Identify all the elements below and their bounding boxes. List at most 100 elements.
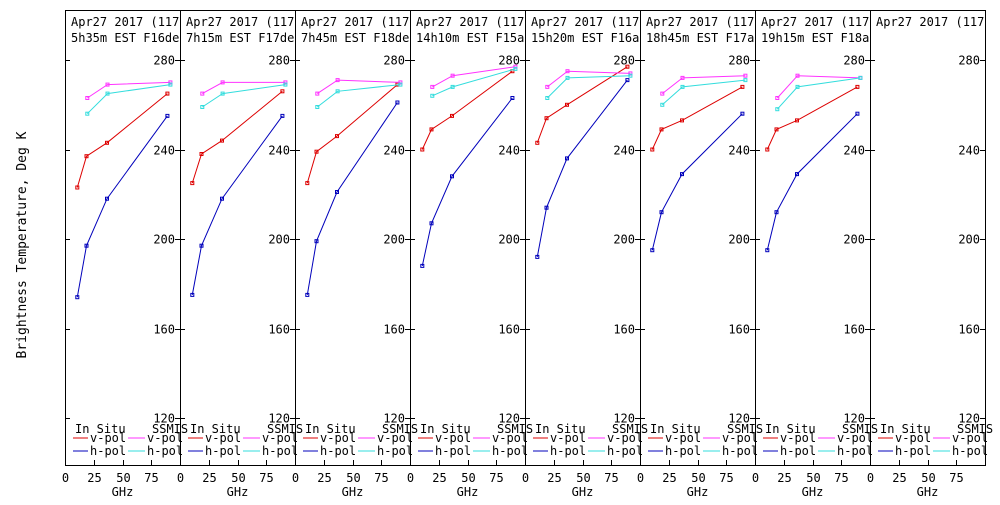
legend-in-situ: In Situ xyxy=(190,422,241,436)
data-point-ssmis_h xyxy=(168,82,173,87)
data-point-insitu_h xyxy=(659,210,664,215)
x-tick-label: 75 xyxy=(489,471,503,485)
series-line-insitu_h xyxy=(651,113,743,251)
series-line-insitu_h xyxy=(191,115,283,295)
panel-title-group: Apr27 2017 (117) 15h20m EST F16asc xyxy=(531,15,654,45)
y-tick-label: 160 xyxy=(498,323,520,337)
panel-title-group: Apr27 2017 (117) 18h45m EST F17asc xyxy=(646,15,769,45)
legend-in-situ: In Situ xyxy=(765,422,816,436)
data-point-insitu_h xyxy=(774,210,779,215)
y-tick-label: 120 xyxy=(613,412,635,426)
legend-in-situ: In Situ xyxy=(305,422,356,436)
data-point-insitu_h xyxy=(625,78,630,83)
series-line-insitu_v xyxy=(191,90,283,184)
panel-1: Apr27 2017 (117) 5h35m EST F16des 120 160 20… xyxy=(62,15,188,499)
data-point-insitu_v xyxy=(105,140,109,145)
x-tick-label: 50 xyxy=(461,471,475,485)
legend-label-vpol: v-pol xyxy=(90,431,126,445)
legend-label-hpol: h-pol xyxy=(320,444,356,458)
x-tick-label: 75 xyxy=(144,471,158,485)
panel-title-group: Apr27 2017 (117) 14h10m EST F15asc xyxy=(416,15,524,45)
data-point-ssmis_h xyxy=(743,78,748,83)
legend-label-hpol: h-pol xyxy=(607,444,643,458)
y-tick-label: 280 xyxy=(613,54,635,68)
panel-3: Apr27 2017 (117) 7h45m EST F18des 120 160 20… xyxy=(292,10,418,499)
data-point-insitu_v xyxy=(165,91,170,96)
x-tick-label: 0 xyxy=(637,471,644,485)
x-axis-label: GHz xyxy=(802,485,824,499)
legend-label-vpol: v-pol xyxy=(952,431,988,445)
series-line-ssmis_h xyxy=(432,68,516,97)
legend-ssmis: SSMIS xyxy=(497,422,533,436)
panel-title-time: 15h20m EST F16asc xyxy=(531,31,654,45)
data-point-ssmis_h xyxy=(565,75,570,80)
data-point-ssmis_v xyxy=(450,73,455,78)
x-tick-label: 25 xyxy=(202,471,216,485)
y-tick-label: 200 xyxy=(383,233,405,247)
x-tick-label: 0 xyxy=(522,471,529,485)
panel-title-time: 5h35m EST F16des xyxy=(71,31,187,45)
x-tick-label: 0 xyxy=(177,471,184,485)
data-point-ssmis_h xyxy=(795,84,800,89)
data-point-insitu_h xyxy=(314,239,319,244)
legend-label-vpol: v-pol xyxy=(147,431,183,445)
y-tick-label: 200 xyxy=(843,233,865,247)
data-point-insitu_h xyxy=(535,254,540,259)
y-tick-label: 160 xyxy=(958,323,980,337)
legend-label-hpol: h-pol xyxy=(837,444,873,458)
data-point-insitu_h xyxy=(280,113,285,118)
series-line-insitu_h xyxy=(421,97,513,267)
y-tick-label: 200 xyxy=(268,233,290,247)
x-tick-label: 75 xyxy=(604,471,618,485)
series-line-ssmis_h xyxy=(661,79,746,106)
panel-title-time: 18h45m EST F17asc xyxy=(646,31,769,45)
y-tick-label: 240 xyxy=(498,144,520,158)
data-point-ssmis_h xyxy=(398,82,403,87)
data-point-ssmis_v xyxy=(335,78,340,83)
data-point-insitu_h xyxy=(855,111,860,116)
legend-label-hpol: h-pol xyxy=(205,444,241,458)
legend-in-situ: In Situ xyxy=(650,422,701,436)
x-tick-label: 75 xyxy=(719,471,733,485)
x-tick-label: 75 xyxy=(949,471,963,485)
legend-label-hpol: h-pol xyxy=(492,444,528,458)
legend-in-situ: In Situ xyxy=(420,422,471,436)
legend-label-hpol: h-pol xyxy=(952,444,988,458)
y-tick-label: 240 xyxy=(268,144,290,158)
x-tick-label: 50 xyxy=(921,471,935,485)
y-tick-label: 120 xyxy=(728,412,750,426)
y-tick-label: 280 xyxy=(843,54,865,68)
data-point-insitu_h xyxy=(650,248,655,253)
data-point-insitu_v xyxy=(740,84,745,89)
data-point-ssmis_v xyxy=(565,69,570,74)
data-point-insitu_v xyxy=(190,181,195,186)
data-point-insitu_v xyxy=(765,147,770,152)
data-point-insitu_h xyxy=(420,263,425,268)
data-point-ssmis_v xyxy=(628,71,633,76)
data-point-insitu_h xyxy=(165,113,170,118)
data-point-ssmis_v xyxy=(680,75,685,80)
y-tick-label: 120 xyxy=(383,412,405,426)
series-line-ssmis_v xyxy=(546,70,631,88)
legend-label-vpol: v-pol xyxy=(780,431,816,445)
x-tick-label: 25 xyxy=(432,471,446,485)
panel-title-group: Apr27 2017 (117) 7h15m EST F17des xyxy=(186,15,294,45)
legend-label-hpol: h-pol xyxy=(722,444,758,458)
data-point-insitu_h xyxy=(190,292,195,297)
data-point-ssmis_h xyxy=(775,107,780,112)
x-tick-label: 75 xyxy=(259,471,273,485)
x-tick-label: 25 xyxy=(547,471,561,485)
data-point-ssmis_v xyxy=(315,91,320,96)
y-tick-label: 240 xyxy=(843,144,865,158)
panel-8: Apr27 2017 (117) 120 160 200 240 280 0 25 50 75 GH… xyxy=(867,10,993,499)
data-point-ssmis_v xyxy=(85,96,90,100)
y-tick-label: 280 xyxy=(958,54,980,68)
data-point-insitu_v xyxy=(774,127,779,132)
series-line-insitu_h xyxy=(536,79,628,257)
data-point-insitu_v xyxy=(220,138,224,143)
